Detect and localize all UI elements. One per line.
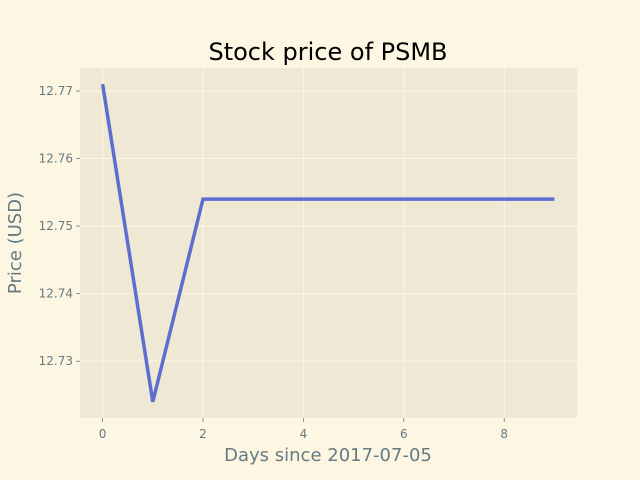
x-axis-label: Days since 2017-07-05 [224,445,432,466]
y-tick-label: 12.75 [39,219,73,233]
price-line [100,83,555,403]
x-tick-label: 4 [300,427,308,441]
x-tick-label: 8 [500,427,508,441]
y-tick-label: 12.73 [39,354,73,368]
y-tick-label: 12.76 [39,152,73,166]
x-tick-label: 6 [400,427,408,441]
x-tick-label: 2 [199,427,207,441]
y-tick-label: 12.77 [39,84,73,98]
series-layer [100,83,555,403]
y-tick-label: 12.74 [39,287,73,301]
plot-area [80,68,577,418]
x-tick-label: 0 [99,427,107,441]
y-axis-ticks: 12.73 12.74 12.75 12.76 12.77 [39,84,80,368]
chart-title: Stock price of PSMB [208,38,447,66]
y-axis-label: Price (USD) [5,192,26,294]
x-axis-ticks: 0 2 4 6 8 [99,418,508,441]
